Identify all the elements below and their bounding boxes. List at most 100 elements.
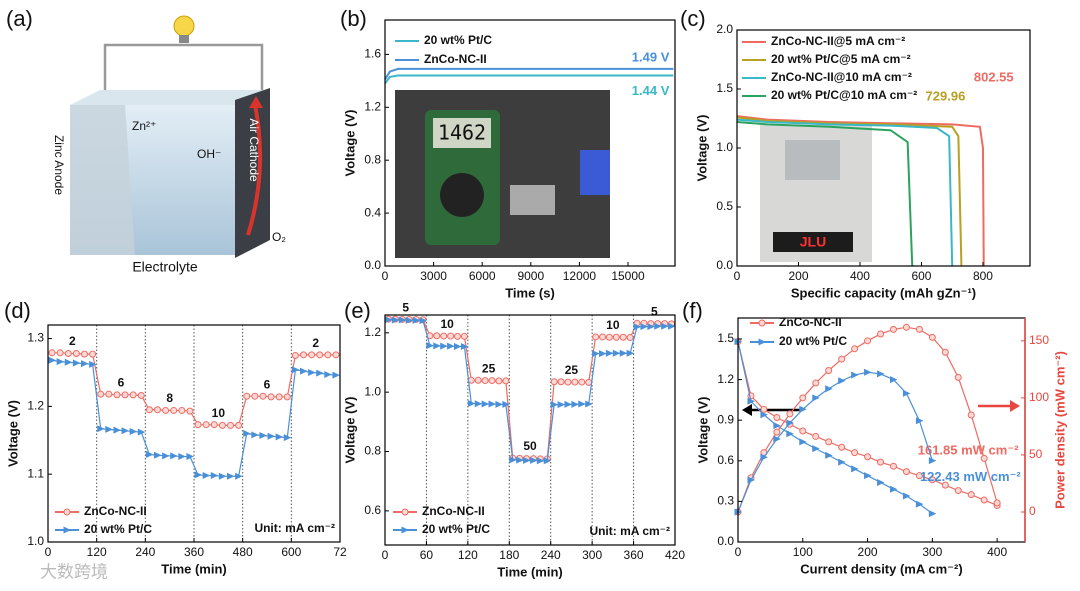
marker (864, 368, 872, 376)
y-tick-label: 1.5 (717, 331, 734, 345)
cell (785, 140, 840, 180)
marker (980, 496, 988, 504)
marker (64, 358, 73, 366)
x-tick-label: 360 (184, 545, 204, 559)
marker (162, 452, 170, 460)
x-tick-label: 120 (458, 548, 478, 562)
marker (97, 390, 105, 398)
marker (154, 451, 162, 459)
legend-label: 20 wt% Pt/C (424, 33, 492, 47)
y2-tick-label: 150 (1029, 333, 1049, 347)
marker (227, 472, 235, 480)
bulb-base (179, 35, 189, 43)
marker (877, 330, 885, 338)
y-axis-label: Voltage (V) (5, 400, 20, 467)
oh-ion: OH⁻ (197, 147, 221, 161)
marker (105, 425, 113, 433)
y-tick-label: 2.0 (716, 22, 733, 36)
marker (81, 350, 88, 358)
y-axis-label: Voltage (V) (694, 115, 709, 182)
marker (243, 430, 251, 437)
marker (864, 453, 872, 461)
panel-label: (b) (340, 6, 367, 31)
series-line (737, 341, 933, 515)
marker (332, 351, 340, 359)
marker (619, 333, 627, 341)
x-tick-label: 420 (665, 548, 685, 562)
marker (889, 485, 898, 493)
y-tick-label: 0.5 (716, 199, 733, 213)
x-tick-label: 300 (582, 548, 602, 562)
marker (447, 342, 455, 350)
step-label: 10 (440, 317, 454, 331)
marker (170, 406, 178, 414)
marker (877, 458, 885, 466)
marker (275, 393, 283, 401)
panel-label: (c) (680, 6, 706, 31)
marker (838, 458, 846, 466)
marker (902, 492, 911, 500)
marker (928, 476, 936, 484)
marker (170, 452, 178, 460)
step-label: 6 (118, 375, 125, 389)
y-tick-label: 0.0 (364, 258, 381, 272)
marker (283, 434, 292, 442)
marker (210, 421, 218, 429)
y-tick-label: 1.2 (717, 372, 734, 386)
meter-dial (440, 173, 484, 217)
marker (324, 371, 332, 379)
marker (401, 508, 409, 516)
watermark: 大数跨境 (40, 562, 108, 581)
y-tick-label: 1.3 (27, 331, 44, 345)
y2-axis-label: Power density (mW cm⁻²) (1052, 351, 1067, 509)
marker (63, 508, 71, 516)
marker (967, 411, 975, 419)
marker (495, 400, 503, 408)
marker (954, 373, 962, 381)
x-tick-label: 400 (987, 545, 1007, 559)
marker (251, 431, 259, 439)
step-label: 50 (523, 439, 537, 453)
x-tick-label: 240 (135, 545, 155, 559)
marker (440, 332, 448, 340)
marker (259, 432, 267, 440)
marker (308, 351, 316, 359)
x-axis-label: Time (min) (161, 561, 227, 576)
marker (267, 393, 275, 401)
marker (145, 406, 153, 414)
marker (460, 342, 469, 350)
marker (145, 451, 154, 459)
marker (137, 392, 145, 400)
marker (877, 478, 885, 486)
y-tick-label: 1.2 (27, 399, 44, 413)
meter-reading: 1462 (438, 121, 486, 145)
x-tick-label: 300 (922, 545, 942, 559)
marker (760, 405, 768, 413)
marker (915, 325, 923, 333)
marker (454, 332, 461, 340)
legend-label: ZnCo-NC-II@5 mA cm⁻² (771, 34, 905, 48)
x-tick-label: 180 (499, 548, 519, 562)
marker (980, 454, 988, 462)
series-line (384, 74, 674, 85)
marker (619, 349, 628, 357)
inset-photo-c: JLU (760, 125, 872, 262)
series-line (52, 352, 336, 426)
marker (915, 500, 924, 508)
marker (758, 319, 766, 327)
marker (928, 457, 937, 465)
electrolyte-label: Electrolyte (132, 259, 198, 275)
cell (510, 185, 555, 215)
marker (760, 453, 768, 461)
step-label: 5 (651, 304, 658, 318)
marker (838, 443, 846, 451)
marker (773, 413, 781, 421)
y-tick-label: 1.2 (364, 325, 381, 339)
marker (605, 349, 614, 357)
marker (599, 350, 607, 358)
x-tick-label: 480 (233, 545, 253, 559)
marker (529, 456, 538, 464)
marker (928, 510, 937, 518)
marker (557, 378, 565, 386)
